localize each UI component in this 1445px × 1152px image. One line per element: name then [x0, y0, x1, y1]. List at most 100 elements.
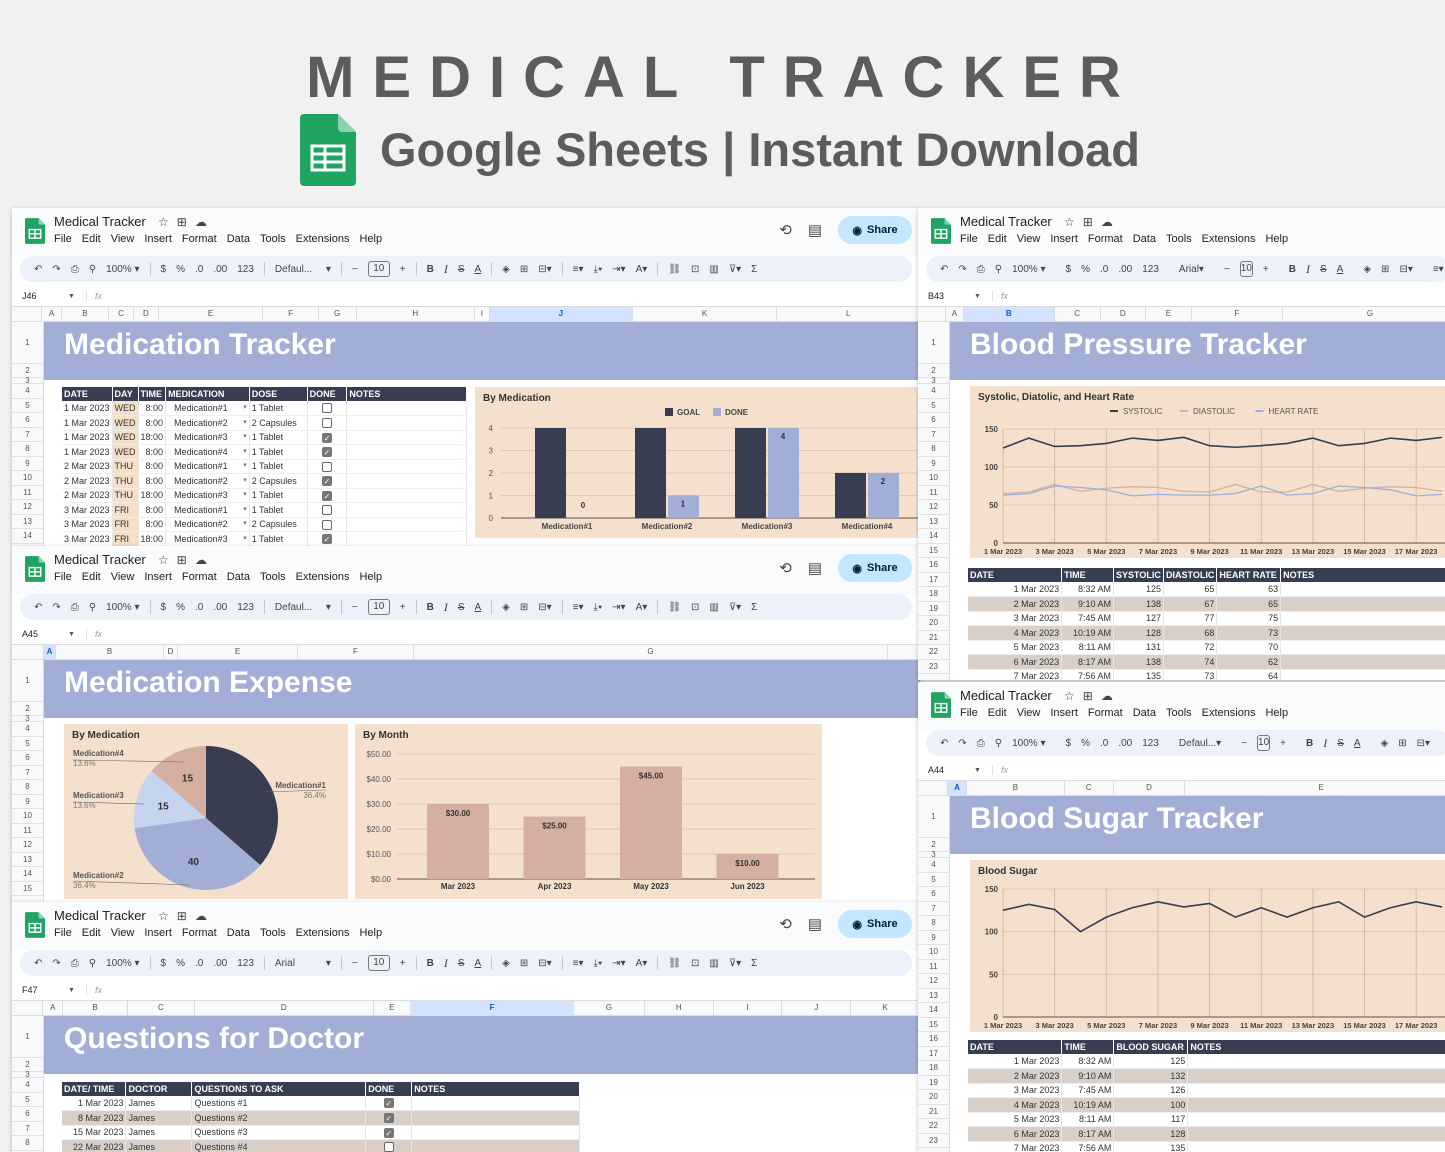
menu-format[interactable]: Format [1087, 707, 1123, 719]
row-header-10[interactable]: 10 [12, 471, 43, 486]
systolic-cell[interactable]: 131 [1113, 640, 1165, 655]
blood-sugar-cell[interactable]: 126 [1113, 1083, 1189, 1098]
time-cell[interactable]: 7:56 AM [1061, 669, 1115, 680]
horizontal-align-icon[interactable]: ≡▾ [572, 263, 584, 275]
row-header-18[interactable]: 18 [918, 587, 949, 602]
time-cell[interactable]: 8:00 [138, 473, 167, 489]
date-cell[interactable]: 3 Mar 2023 [968, 611, 1063, 626]
time-cell[interactable]: 8:00 [138, 502, 167, 518]
bold-button[interactable]: B [1288, 263, 1296, 275]
font-select[interactable]: Arial ▾ [275, 958, 331, 969]
select-all-corner[interactable] [918, 307, 947, 321]
cloud-status-icon[interactable]: ☁ [194, 215, 207, 229]
day-cell[interactable]: WED [112, 444, 139, 460]
day-cell[interactable]: FRI [112, 502, 139, 518]
column-header-g[interactable]: G [414, 645, 888, 659]
menu-extensions[interactable]: Extensions [1201, 707, 1256, 719]
systolic-cell[interactable]: 125 [1113, 582, 1165, 597]
undo-icon[interactable]: ↶ [34, 601, 43, 613]
notes-cell[interactable] [346, 531, 467, 546]
borders-icon[interactable]: ⊞ [519, 957, 529, 969]
notes-cell[interactable] [346, 430, 467, 445]
row-header-8[interactable]: 8 [12, 442, 43, 457]
cloud-status-icon[interactable]: ☁ [1100, 215, 1113, 229]
chevron-down-icon[interactable]: ▼ [974, 292, 981, 300]
dose-cell[interactable]: 2 Capsules [249, 517, 308, 532]
row-header-15[interactable]: 15 [918, 544, 949, 558]
row-header-14[interactable]: 14 [12, 867, 43, 882]
merge-cells-icon[interactable]: ⊟▾ [538, 957, 552, 969]
column-header-c[interactable]: C [128, 1001, 195, 1015]
sheets-logo-icon[interactable] [25, 556, 45, 582]
dose-cell[interactable]: 1 Tablet [249, 502, 308, 518]
text-rotation-icon[interactable]: A▾ [635, 263, 648, 275]
menu-edit[interactable]: Edit [81, 571, 101, 583]
functions-icon[interactable]: Σ [751, 263, 758, 275]
row-header-13[interactable]: 13 [918, 515, 949, 529]
borders-icon[interactable]: ⊞ [1381, 263, 1390, 275]
decrease-font-size-button[interactable]: − [351, 601, 358, 613]
row-header-1[interactable]: 1 [918, 796, 949, 838]
date-cell[interactable]: 1 Mar 2023 [62, 401, 113, 416]
date-cell[interactable]: 5 Mar 2023 [968, 1112, 1063, 1127]
row-header-2[interactable]: 2 [918, 838, 949, 852]
filter-icon[interactable]: ⊽▾ [728, 263, 742, 275]
date-cell[interactable]: 3 Mar 2023 [62, 531, 113, 546]
row-header-17[interactable]: 17 [918, 1047, 949, 1061]
date-cell[interactable]: 4 Mar 2023 [968, 625, 1063, 641]
row-header-8[interactable]: 8 [12, 1136, 43, 1151]
text-rotation-icon[interactable]: A▾ [635, 957, 648, 969]
notes-cell[interactable] [411, 1096, 580, 1111]
row-header-8[interactable]: 8 [918, 442, 949, 457]
day-cell[interactable]: THU [112, 488, 139, 503]
print-icon[interactable]: ⎙ [70, 601, 79, 613]
notes-cell[interactable] [1187, 1083, 1445, 1098]
zoom-select[interactable]: 100% ▾ [1012, 738, 1045, 749]
date-cell[interactable]: 2 Mar 2023 [62, 488, 113, 503]
strikethrough-icon[interactable]: S [1337, 737, 1344, 749]
medication-dropdown[interactable]: Medication#4 ▾ [165, 444, 250, 460]
time-cell[interactable]: 8:00 [138, 444, 167, 460]
date-cell[interactable]: 2 Mar 2023 [62, 473, 113, 489]
date-cell[interactable]: 5 Mar 2023 [968, 640, 1063, 655]
zoom-select[interactable]: 100% ▾ [106, 958, 139, 969]
systolic-cell[interactable]: 138 [1113, 596, 1165, 612]
day-cell[interactable]: FRI [112, 531, 139, 546]
menu-insert[interactable]: Insert [144, 571, 172, 583]
row-header-3[interactable]: 3 [12, 715, 43, 723]
sheets-logo-icon[interactable] [25, 218, 45, 244]
column-header-d[interactable]: D [1101, 307, 1147, 321]
format-percent-button[interactable]: % [1081, 263, 1090, 275]
row-header-12[interactable]: 12 [12, 500, 43, 515]
column-header-k[interactable]: K [851, 1001, 920, 1015]
text-color-icon[interactable]: A [474, 957, 482, 969]
column-header-f[interactable]: F [298, 645, 414, 659]
zoom-select[interactable]: 100% ▾ [106, 264, 139, 275]
menu-format[interactable]: Format [1087, 233, 1123, 245]
doctor-cell[interactable]: James [125, 1125, 193, 1140]
cloud-status-icon[interactable]: ☁ [194, 553, 207, 567]
blood-sugar-cell[interactable]: 132 [1113, 1068, 1189, 1084]
document-title[interactable]: Medical Tracker [54, 908, 146, 923]
fill-color-icon[interactable]: ◈ [502, 957, 510, 969]
row-header-1[interactable]: 1 [12, 322, 43, 364]
row-header-2[interactable]: 2 [12, 702, 43, 716]
text-color-icon[interactable]: A [474, 601, 482, 613]
row-header-6[interactable]: 6 [918, 413, 949, 428]
time-cell[interactable]: 7:45 AM [1061, 611, 1115, 626]
row-header-11[interactable]: 11 [12, 486, 43, 500]
move-folder-icon[interactable]: ⊞ [176, 553, 187, 567]
row-header-16[interactable]: 16 [918, 1032, 949, 1047]
systolic-cell[interactable]: 127 [1113, 611, 1165, 626]
decrease-decimal-button[interactable]: .0 [194, 957, 204, 969]
row-header-6[interactable]: 6 [12, 413, 43, 428]
text-wrap-icon[interactable]: ⇥▾ [612, 957, 626, 969]
notes-cell[interactable] [346, 488, 467, 503]
font-size-input[interactable]: 10 [367, 261, 390, 277]
row-header-6[interactable]: 6 [12, 751, 43, 766]
move-folder-icon[interactable]: ⊞ [176, 215, 187, 229]
format-percent-button[interactable]: % [176, 263, 185, 275]
menu-help[interactable]: Help [1265, 707, 1289, 719]
notes-cell[interactable] [346, 517, 467, 532]
increase-font-size-button[interactable]: + [399, 957, 406, 969]
